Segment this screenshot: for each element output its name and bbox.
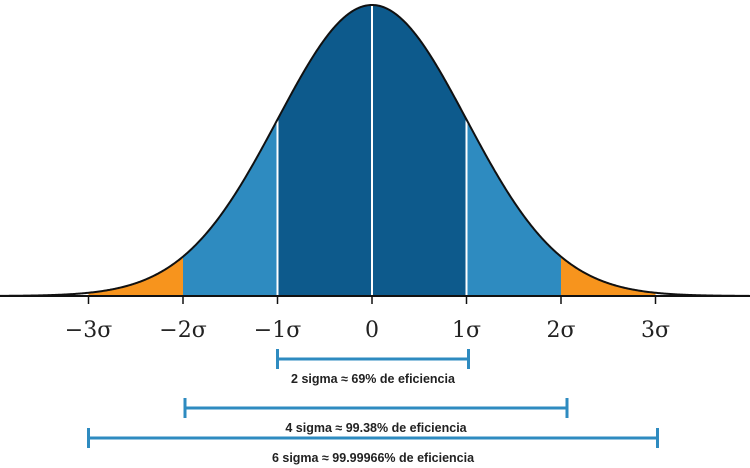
tick-label: 2σ [546, 318, 575, 343]
band-tail-left [88, 256, 183, 296]
dividers-layer [276, 6, 468, 296]
ticks-layer: −3σ −2σ −1σ 0 1σ 2σ 3σ [65, 296, 670, 343]
tick-label: −3σ [65, 318, 112, 343]
tick-label: 1σ [452, 318, 481, 343]
tick-label: 3σ [641, 318, 670, 343]
range-bracket: 2 sigma ≈ 69% de eficiencia [276, 349, 470, 386]
range-label: 4 sigma ≈ 99.38% de eficiencia [285, 421, 467, 435]
band-inner-right [372, 5, 467, 296]
tick-label: −2σ [159, 318, 206, 343]
range-label: 2 sigma ≈ 69% de eficiencia [291, 372, 456, 386]
range-bracket: 4 sigma ≈ 99.38% de eficiencia [183, 398, 569, 435]
bell-curve [0, 3, 750, 297]
ranges-layer: 2 sigma ≈ 69% de eficiencia 4 sigma ≈ 99.… [87, 349, 659, 465]
band-inner-left [277, 5, 372, 296]
range-label: 6 sigma ≈ 99.99966% de eficiencia [272, 451, 475, 465]
tick-label: −1σ [254, 318, 301, 343]
band-tail-right [561, 256, 656, 296]
tick-label: 0 [365, 318, 379, 343]
range-bracket: 6 sigma ≈ 99.99966% de eficiencia [87, 428, 659, 465]
